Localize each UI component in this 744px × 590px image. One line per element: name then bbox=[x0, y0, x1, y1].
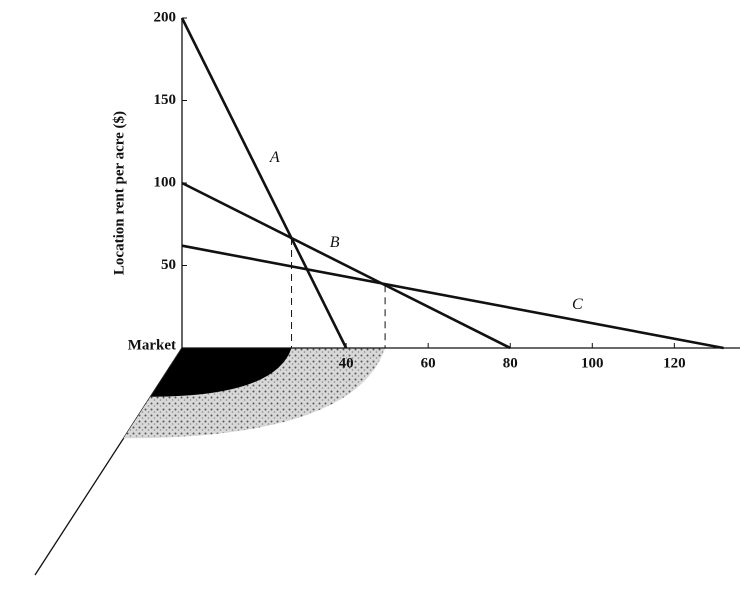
y-tick-label: 150 bbox=[154, 92, 177, 108]
rent-line bbox=[182, 18, 346, 348]
line-label: B bbox=[330, 234, 340, 251]
line-label: C bbox=[572, 296, 583, 313]
x-tick-label: 40 bbox=[339, 355, 354, 371]
x-tick-label: 120 bbox=[663, 355, 686, 371]
y-axis-label: Location rent per acre ($) bbox=[111, 111, 127, 275]
x-tick-label: 100 bbox=[581, 355, 604, 371]
rent-line bbox=[182, 246, 724, 348]
rent-line bbox=[182, 183, 510, 348]
y-tick-label: 200 bbox=[154, 9, 177, 25]
y-tick-label: 50 bbox=[161, 257, 176, 273]
origin-label: Market bbox=[128, 337, 176, 353]
x-tick-label: 60 bbox=[421, 355, 436, 371]
y-tick-label: 100 bbox=[154, 174, 177, 190]
chart: Location rent per acre ($) Market 50 100 15… bbox=[0, 0, 744, 590]
line-label: A bbox=[269, 149, 280, 166]
x-tick-label: 80 bbox=[503, 355, 518, 371]
